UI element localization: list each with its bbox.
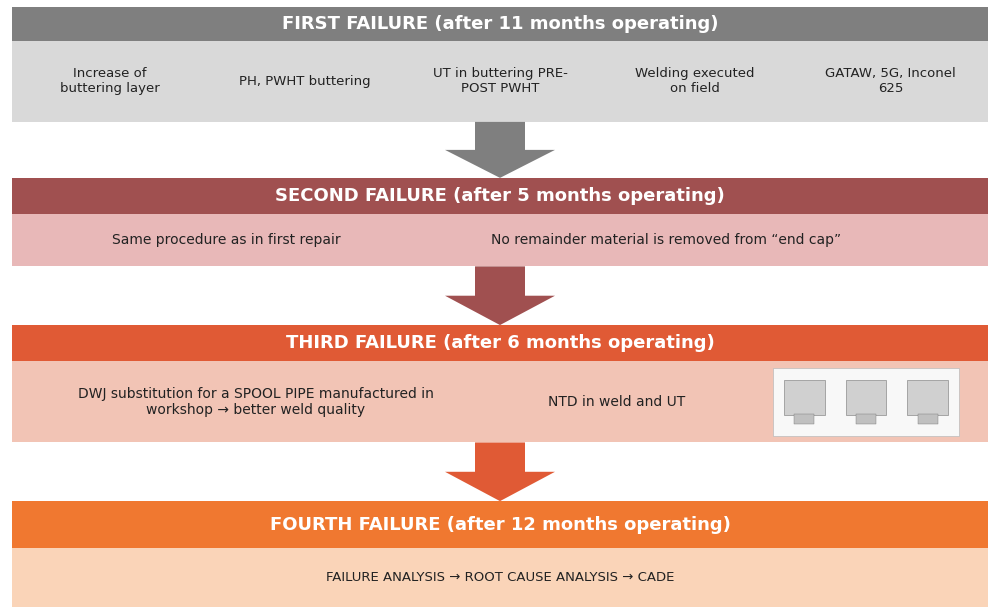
Text: THIRD FAILURE (after 6 months operating): THIRD FAILURE (after 6 months operating) — [286, 334, 714, 352]
Bar — [794, 414, 814, 424]
Polygon shape — [445, 122, 555, 178]
Text: FOURTH FAILURE (after 12 months operating): FOURTH FAILURE (after 12 months operatin… — [270, 516, 730, 534]
Bar — [12, 7, 988, 41]
Text: No remainder material is removed from “end cap”: No remainder material is removed from “e… — [491, 233, 841, 247]
Text: Welding executed
on field: Welding executed on field — [635, 68, 755, 95]
Bar — [918, 414, 938, 424]
Bar — [12, 214, 988, 266]
Text: SECOND FAILURE (after 5 months operating): SECOND FAILURE (after 5 months operating… — [275, 187, 725, 205]
Text: DWJ substitution for a SPOOL PIPE manufactured in
workshop → better weld quality: DWJ substitution for a SPOOL PIPE manufa… — [78, 387, 434, 417]
Bar — [12, 361, 988, 443]
Bar — [856, 414, 876, 424]
Polygon shape — [445, 266, 555, 325]
Bar — [12, 178, 988, 214]
Bar — [784, 380, 825, 416]
Text: GATAW, 5G, Inconel
625: GATAW, 5G, Inconel 625 — [825, 68, 956, 95]
Bar — [12, 548, 988, 607]
Bar — [12, 325, 988, 361]
Text: Same procedure as in first repair: Same procedure as in first repair — [112, 233, 341, 247]
Polygon shape — [445, 443, 555, 501]
Bar — [12, 501, 988, 548]
Text: FIRST FAILURE (after 11 months operating): FIRST FAILURE (after 11 months operating… — [282, 15, 718, 33]
Text: PH, PWHT buttering: PH, PWHT buttering — [239, 75, 371, 88]
Bar — [846, 380, 886, 416]
Bar — [773, 368, 959, 436]
Text: UT in buttering PRE-
POST PWHT: UT in buttering PRE- POST PWHT — [433, 68, 567, 95]
Text: FAILURE ANALYSIS → ROOT CAUSE ANALYSIS → CADE: FAILURE ANALYSIS → ROOT CAUSE ANALYSIS →… — [326, 571, 674, 584]
Text: Increase of
buttering layer: Increase of buttering layer — [60, 68, 159, 95]
Text: NTD in weld and UT: NTD in weld and UT — [548, 395, 686, 409]
Bar — [12, 41, 988, 122]
Bar — [907, 380, 948, 416]
